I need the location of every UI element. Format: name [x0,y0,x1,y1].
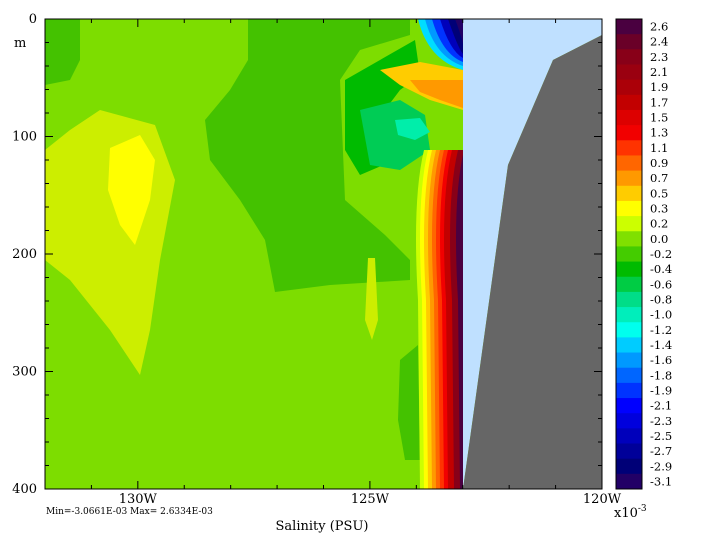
missing-data-region [463,19,602,489]
colorbar-level-label: 0.7 [650,171,668,185]
contour-top-left [45,19,80,85]
colorbar-swatch [616,34,642,50]
contour-low-green [398,345,420,460]
colorbar-level-label: 2.3 [650,50,668,64]
colorbar-level-label: -2.9 [650,459,672,473]
colorbar-level-label: 0.3 [650,202,668,216]
x-tick-label: 120W [583,492,622,507]
contour-yellow-core [108,135,155,245]
colorbar-level-label: 0.0 [650,232,668,246]
colorbar-level-label: -1.4 [650,338,672,352]
colorbar-swatch [616,109,642,126]
colorbar-frame [615,18,643,490]
colorbar-swatch [616,79,642,96]
colorbar-swatch [616,413,642,429]
colorbar-swatch [616,155,642,172]
colorbar-swatch [616,337,642,354]
min-max-stats: Min=-3.0661E-03 Max= 2.6334E-03 [46,507,213,517]
colorbar-swatch [616,246,642,263]
colorbar-swatch [616,64,642,81]
colorbar-level-label: -1.6 [650,353,672,367]
colorbar-level-label: 2.6 [650,20,668,34]
colorbar-swatch [616,94,642,111]
colorbar-level-label: -2.3 [650,414,672,428]
colorbar-swatch [616,19,642,35]
colorbar-level-label: -2.7 [650,444,672,458]
x-axis-label: Salinity (PSU) [276,519,369,534]
colorbar-level-label: 2.1 [650,65,668,79]
colorbar-swatch [616,231,642,247]
x-tick-label: 130W [119,492,158,507]
colorbar-swatch [616,382,642,399]
colorbar-level-label: 0.9 [650,156,668,170]
colorbar-level-label: -1.0 [650,308,672,322]
colorbar-level-label: 1.1 [650,141,668,155]
contour-field [44,18,603,490]
axis-ticks: 130W 125W 120W 0 100 200 300 400 [12,12,622,507]
y-axis-label: m [14,36,26,51]
colorbar-swatch [616,458,642,475]
front-band-9 [456,150,464,489]
colorbar-swatch [616,261,642,278]
y-tick-label: 300 [12,365,37,380]
upper-wedge-orange [410,80,463,108]
colorbar-level-label: 1.5 [650,111,668,125]
colorbar-swatch [616,443,642,460]
colorbar-level-label: -0.2 [650,247,672,261]
colorbar-level-label: -0.6 [650,277,672,291]
colorbar-level-label: 1.7 [650,95,668,109]
colorbar-level-label: 2.4 [650,35,668,49]
colorbar-swatch [616,200,642,217]
colorbar-level-label: -0.4 [650,262,672,276]
colorbar-swatch [616,367,642,384]
colorbar-swatch [616,185,642,202]
colorbar-swatch [616,307,642,323]
colorbar-level-label: 0.5 [650,186,668,200]
x-tick-label: 125W [351,492,390,507]
colorbar-swatch [616,216,642,232]
colorbar-level-label: -1.2 [650,323,672,337]
colorbar-level-label: -3.1 [650,474,672,488]
colorbar-swatch [616,49,642,65]
contour-streak [365,258,378,340]
colorbar: 2.62.42.32.11.91.71.51.31.10.90.70.50.30… [615,18,672,490]
colorbar-scale-label: x10-3 [614,504,647,521]
colorbar-swatch [616,352,642,369]
colorbar-swatch [616,125,642,141]
y-tick-label: 200 [12,247,37,262]
y-tick-label: 0 [29,12,37,27]
colorbar-level-label: 0.2 [650,217,668,231]
colorbar-swatch [616,291,642,308]
colorbar-level-label: 1.9 [650,80,668,94]
contour-mid-green [205,19,410,292]
y-tick-label: 400 [12,482,37,497]
colorbar-level-label: -2.5 [650,429,672,443]
colorbar-level-label: -0.8 [650,292,672,306]
colorbar-level-label: -2.1 [650,399,672,413]
colorbar-swatch [616,170,642,187]
colorbar-swatch [616,398,642,414]
negative-core-5 [455,19,464,50]
colorbar-level-label: -1.9 [650,383,672,397]
colorbar-level-label: -1.8 [650,368,672,382]
colorbar-swatch [616,276,642,293]
contour-cyan-core [395,118,430,140]
colorbar-level-label: 1.3 [650,126,668,140]
contour-mint [360,100,430,170]
colorbar-swatch [616,140,642,156]
colorbar-swatch [616,428,642,445]
y-tick-label: 100 [12,130,37,145]
land-mask [463,35,602,489]
colorbar-swatch [616,473,642,490]
colorbar-swatch [616,322,642,338]
